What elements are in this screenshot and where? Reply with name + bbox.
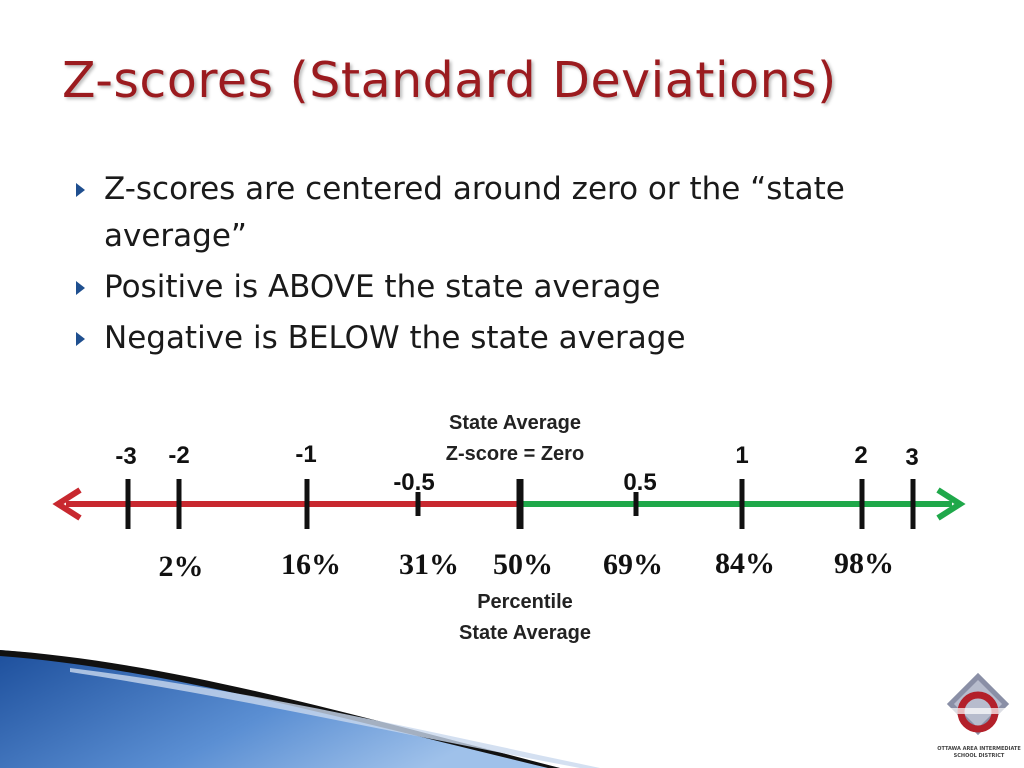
- z-score-label: 1: [735, 442, 748, 469]
- bullet-text: Negative is BELOW the state average: [104, 320, 686, 356]
- z-score-label: 3: [905, 444, 918, 471]
- z-score-label: 2: [854, 442, 867, 469]
- slide-title: Z-scores (Standard Deviations): [62, 52, 837, 109]
- percentile-label: 84%: [715, 547, 775, 580]
- z-score-label: -1: [295, 441, 316, 468]
- bullet-text: Z-scores are centered around zero or the…: [104, 171, 845, 254]
- percentile-label: 2%: [159, 550, 204, 583]
- bottom-label-line-2: State Average: [459, 622, 591, 644]
- logo-text: OTTAWA AREA INTERMEDIATE SCHOOL DISTRICT: [937, 746, 1021, 759]
- percentile-label: 16%: [281, 548, 341, 581]
- bullet-item: Positive is ABOVE the state average: [72, 264, 932, 311]
- bullet-item: Negative is BELOW the state average: [72, 315, 932, 362]
- percentile-label: 69%: [603, 548, 663, 581]
- z-score-label: -0.5: [393, 469, 434, 496]
- bullet-arrow-icon: [76, 281, 85, 295]
- bullet-arrow-icon: [76, 183, 85, 197]
- logo-emblem-icon: [946, 672, 1010, 736]
- bottom-label-line-1: Percentile: [477, 591, 573, 613]
- right-arrow-head-icon: [936, 487, 966, 521]
- bullet-arrow-icon: [76, 332, 85, 346]
- top-label-line-2: Z-score = Zero: [446, 443, 584, 465]
- bullet-item: Z-scores are centered around zero or the…: [72, 166, 932, 260]
- top-label-line-1: State Average: [449, 412, 581, 434]
- tick-marks: -3 -2 2% -1 16% -0.5 31% 50% 0.5 69% 1 84% 2 98% 3: [115, 441, 918, 583]
- percentile-label: 50%: [493, 548, 553, 581]
- district-logo: OTTAWA AREA INTERMEDIATE SCHOOL DISTRICT: [934, 672, 1024, 768]
- bullet-list: Z-scores are centered around zero or the…: [72, 166, 932, 366]
- percentile-label: 98%: [834, 547, 894, 580]
- bullet-text: Positive is ABOVE the state average: [104, 269, 661, 305]
- left-arrow-head-icon: [52, 487, 82, 521]
- z-score-label: 0.5: [623, 469, 656, 496]
- percentile-label: 31%: [399, 548, 459, 581]
- z-score-label: -3: [115, 443, 136, 470]
- z-score-label: -2: [168, 442, 189, 469]
